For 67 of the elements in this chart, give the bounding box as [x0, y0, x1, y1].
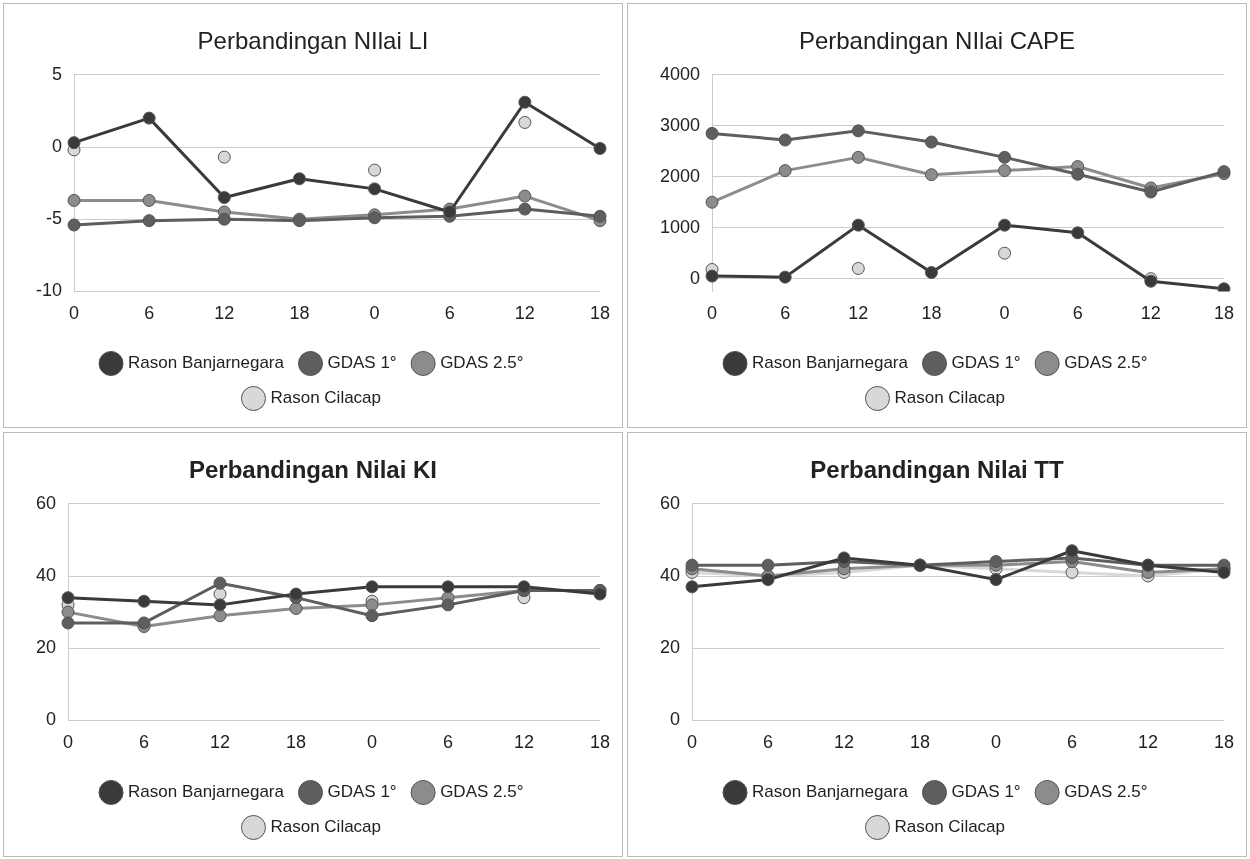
x-tick-label: 18 [921, 303, 942, 324]
y-tick-label: 40 [35, 564, 57, 585]
x-tick-label: 6 [1072, 303, 1083, 324]
y-tick-label: 20 [35, 637, 57, 658]
y-tick-label: 0 [52, 135, 63, 156]
legend-label: Rason Banjarnegara [752, 353, 909, 373]
x-tick-label: 0 [999, 303, 1010, 324]
y-tick-label: 1000 [660, 216, 701, 237]
x-tick-label: 12 [214, 303, 235, 324]
y-tick-label: 60 [659, 492, 681, 513]
legend-label: GDAS 1° [327, 353, 397, 373]
x-tick-label: 18 [289, 303, 310, 324]
x-tick-label: 0 [369, 303, 380, 324]
legend-label: Rason Banjarnegara [128, 353, 285, 373]
legend-label: GDAS 2.5° [1064, 782, 1148, 802]
x-tick-label: 12 [1140, 303, 1161, 324]
y-tick-label: -10 [36, 280, 63, 301]
x-tick-label: 18 [1213, 732, 1234, 753]
y-tick-label: 3000 [660, 114, 701, 135]
x-tick-label: 6 [763, 732, 774, 753]
chart-title: Perbandingan NIlai CAPE [798, 27, 1076, 55]
legend-label: Rason Cilacap [894, 388, 1006, 408]
y-tick-label: -5 [46, 208, 63, 229]
y-tick-label: 0 [670, 709, 681, 730]
x-tick-label: 12 [513, 732, 535, 753]
y-tick-label: 40 [659, 564, 681, 585]
x-tick-label: 12 [210, 732, 231, 753]
legend-label: Rason Banjarnegara [128, 782, 285, 802]
x-tick-label: 0 [707, 303, 718, 324]
x-tick-label: 12 [834, 732, 855, 753]
legend-label: GDAS 2.5° [440, 782, 524, 802]
legend-label: Rason Banjarnegara [752, 782, 909, 802]
legend-label: Rason Cilacap [270, 388, 382, 408]
y-tick-label: 20 [659, 637, 681, 658]
x-tick-label: 12 [1137, 732, 1159, 753]
x-tick-label: 18 [589, 303, 610, 324]
legend-label: GDAS 2.5° [440, 353, 524, 373]
chart-title: Perbandingan Nilai KI [188, 456, 438, 484]
chart-title: Perbandingan Nilai TT [810, 456, 1065, 484]
y-tick-label: 2000 [660, 165, 701, 186]
x-tick-label: 0 [367, 732, 378, 753]
x-tick-label: 6 [144, 303, 155, 324]
y-tick-label: 0 [46, 709, 57, 730]
x-tick-label: 12 [848, 303, 869, 324]
x-tick-label: 6 [442, 732, 454, 753]
y-tick-label: 60 [35, 492, 57, 513]
x-tick-label: 12 [514, 303, 535, 324]
x-tick-label: 18 [589, 732, 610, 753]
chart-title: Perbandingan NIlai LI [197, 27, 429, 55]
x-tick-label: 0 [991, 732, 1002, 753]
legend-label: GDAS 1° [327, 782, 397, 802]
legend-label: Rason Cilacap [894, 817, 1006, 837]
legend-label: Rason Cilacap [270, 817, 382, 837]
y-tick-label: 0 [690, 267, 701, 288]
x-tick-label: 18 [285, 732, 307, 753]
y-tick-label: 4000 [660, 63, 701, 84]
x-tick-label: 18 [909, 732, 931, 753]
x-tick-label: 18 [1213, 303, 1234, 324]
x-tick-label: 6 [1066, 732, 1078, 753]
x-tick-label: 6 [139, 732, 150, 753]
legend-label: GDAS 2.5° [1064, 353, 1148, 373]
legend-label: GDAS 1° [951, 782, 1021, 802]
x-tick-label: 0 [69, 303, 80, 324]
x-tick-label: 6 [780, 303, 791, 324]
x-tick-label: 6 [444, 303, 455, 324]
y-tick-label: 5 [52, 63, 63, 84]
legend-label: GDAS 1° [951, 353, 1021, 373]
